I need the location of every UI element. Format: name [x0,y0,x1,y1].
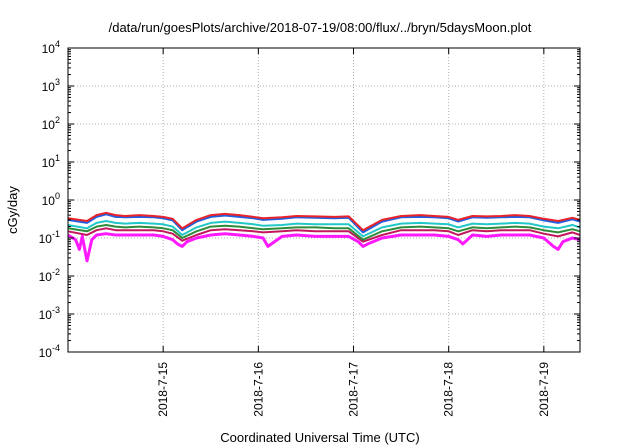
y-axis-label: cGy/day [5,186,20,234]
grid-lines [68,48,580,352]
chart-title: /data/run/goesPlots/archive/2018-07-19/0… [108,20,532,35]
x-axis-label: Coordinated Universal Time (UTC) [220,430,420,445]
y-tick-label: 100 [42,191,60,208]
x-tick-label: 2018-7-16 [251,362,265,417]
y-tick-label: 104 [42,39,60,56]
x-tick-label: 2018-7-17 [347,362,361,417]
series-line [67,232,581,263]
x-tick-label: 2018-7-18 [442,362,456,417]
y-tick-label: 102 [42,115,60,132]
series-line [67,220,581,238]
y-tick-label: 10-2 [39,267,60,284]
y-tick-label: 10-4 [39,343,60,360]
y-tick-label: 10-3 [39,305,60,322]
y-tick-label: 103 [42,77,60,94]
x-axis-ticks: 2018-7-15 2018-7-16 2018-7-17 2018-7-18 2018… [156,48,551,417]
series-line [67,224,581,241]
y-tick-label: 10-1 [39,229,60,246]
y-tick-label: 101 [42,153,60,170]
series-line [67,213,581,234]
x-tick-label: 2018-7-19 [537,362,551,417]
series-line [67,211,581,232]
series-line [67,227,581,243]
data-series [67,211,581,263]
x-tick-label: 2018-7-15 [156,362,170,417]
